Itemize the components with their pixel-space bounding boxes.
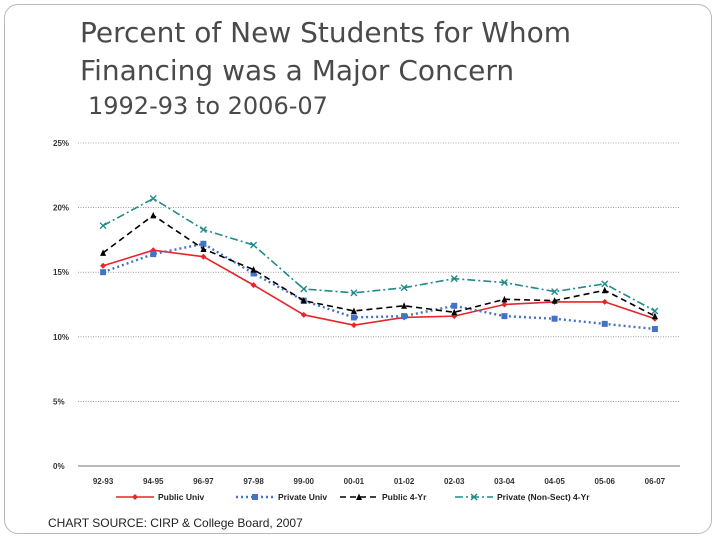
data-point [356,493,362,500]
data-point [601,286,608,294]
data-point [300,297,307,304]
legend-item: Public 4-Yr [340,492,427,502]
title-line-1: Percent of New Students for Whom [80,16,572,49]
data-point [252,494,258,500]
legend-item: Private Univ [236,492,327,502]
data-point [300,311,307,318]
x-axis-ticks: 92-93 94-95 96-97 97-98 99-00 00-01 01-02 02-03… [93,477,666,486]
x-tick-label: 05-06 [595,477,616,486]
x-tick-label: 04-05 [544,477,565,486]
data-point [470,493,478,501]
data-point [500,279,508,287]
data-point [501,301,508,308]
series-line [102,197,656,312]
title-line-2: Financing was a Major Concern [80,54,515,87]
data-point [199,226,207,234]
data-point [150,251,157,258]
data-point [100,249,107,256]
data-point [651,312,658,320]
data-point [401,313,408,320]
legend-item: Private (Non-Sect) 4-Yr [455,492,590,502]
data-point [350,289,358,297]
data-point [551,288,559,296]
series-lines [99,195,659,333]
data-point [200,240,207,247]
data-point [401,302,408,309]
data-point [350,314,357,321]
data-point [451,302,458,309]
data-point [601,320,608,327]
x-tick-label: 96-97 [193,477,214,486]
x-tick-label: 02-03 [444,477,465,486]
y-tick-label: 25% [53,139,69,148]
data-point [501,295,508,303]
data-point [601,280,609,288]
data-point [400,284,408,292]
slide-title: Percent of New Students for Whom Financi… [80,14,571,90]
slide-subtitle: 1992-93 to 2006-07 [88,92,328,120]
x-tick-label: 01-02 [394,477,415,486]
data-point [250,241,258,249]
data-point [99,222,107,230]
x-tick-label: 94-95 [143,477,164,486]
y-tick-label: 0% [53,462,65,471]
series-private-non-sect-4-yr [99,195,659,315]
data-point [250,282,257,289]
data-point [350,322,357,329]
data-point [601,298,608,305]
data-point [150,211,157,219]
legend-item: Public Univ [116,492,205,502]
data-point [551,297,558,304]
series-line [102,242,656,331]
legend-label: Private (Non-Sect) 4-Yr [497,492,590,502]
series-line [102,249,656,326]
data-point [450,275,458,283]
data-point [250,270,257,277]
x-tick-label: 97-98 [243,477,264,486]
legend-label: Public 4-Yr [382,492,427,502]
data-point [651,326,658,333]
y-tick-label: 20% [53,204,69,213]
data-point [149,195,157,203]
slide-frame [4,4,712,534]
x-tick-label: 06-07 [645,477,666,486]
x-tick-label: 92-93 [93,477,114,486]
data-point [100,269,107,276]
y-axis-ticks: 0% 5% 10% 15% 20% 25% [53,139,69,471]
data-point [451,308,458,316]
data-point [200,253,207,260]
data-point [250,266,257,273]
x-tick-label: 99-00 [294,477,315,486]
data-point [100,262,107,269]
chart-source: CHART SOURCE: CIRP & College Board, 2007 [48,516,303,530]
y-tick-label: 5% [53,397,65,406]
series-public-univ [100,247,658,329]
x-tick-label: 00-01 [344,477,365,486]
legend-label: Public Univ [158,492,205,502]
data-point [651,307,659,315]
data-point [350,307,357,314]
data-point [551,315,558,322]
x-tick-label: 03-04 [494,477,515,486]
series-line [102,214,656,317]
legend-label: Private Univ [278,492,327,502]
data-point [132,494,138,500]
data-point [300,285,308,293]
legend: Public Univ Private Univ Public 4-Yr Privat… [116,492,590,502]
data-point [501,313,508,320]
y-tick-label: 15% [53,268,69,277]
gridlines [78,142,680,467]
data-point [200,245,207,252]
series-public-4-yr [100,211,658,320]
y-tick-label: 10% [53,333,69,342]
